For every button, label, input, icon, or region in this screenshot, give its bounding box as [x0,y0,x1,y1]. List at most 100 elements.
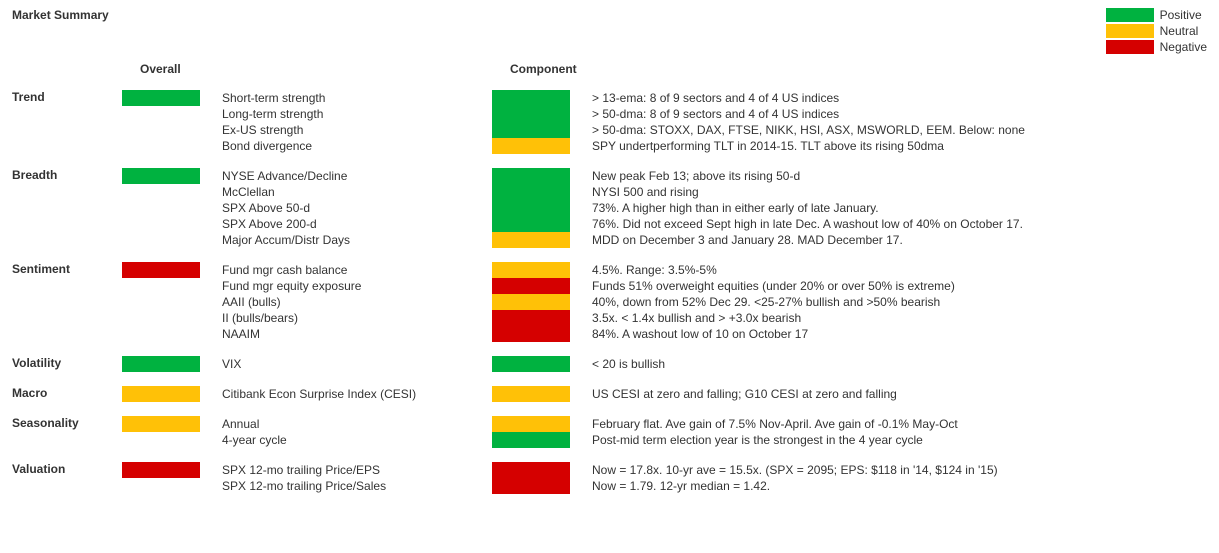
component-indicator [492,432,570,448]
metric-label: Fund mgr cash balance [222,262,492,278]
header-overall: Overall [122,62,240,76]
legend-item: Positive [1106,8,1207,22]
section: Valuation SPX 12-mo trailing Price/EPSNow… [12,462,1207,494]
header-component: Component [510,62,610,76]
metric-row: Fund mgr cash balance 4.5%. Range: 3.5%-5… [222,262,1207,278]
overall-indicator [122,462,200,478]
metric-label: Short-term strength [222,90,492,106]
metric-row: SPX 12-mo trailing Price/EPSNow = 17.8x.… [222,462,1207,478]
metric-row: Long-term strength > 50-dma: 8 of 9 secto… [222,106,1207,122]
component-indicator [492,232,570,248]
metric-note: Now = 17.8x. 10-yr ave = 15.5x. (SPX = 2… [592,462,1207,478]
metric-label: Bond divergence [222,138,492,154]
metric-row: 4-year cycle Post-mid term election year … [222,432,1207,448]
metric-row: McClellan NYSI 500 and rising [222,184,1207,200]
metric-row: SPX 12-mo trailing Price/Sales Now = 1.79… [222,478,1207,494]
metric-label: AAII (bulls) [222,294,492,310]
metric-note: > 50-dma: STOXX, DAX, FTSE, NIKK, HSI, A… [592,122,1207,138]
metric-note: SPY undertperforming TLT in 2014-15. TLT… [592,138,1207,154]
metric-row: Ex-US strength> 50-dma: STOXX, DAX, FTSE… [222,122,1207,138]
component-indicator [492,122,570,138]
component-indicator [492,262,570,278]
metric-row: Citibank Econ Surprise Index (CESI) US CE… [222,386,1207,402]
metric-label: SPX Above 50-d [222,200,492,216]
metric-row: AAII (bulls) 40%, down from 52% Dec 29. <… [222,294,1207,310]
legend-label: Positive [1160,8,1202,22]
metric-label: II (bulls/bears) [222,310,492,326]
legend-swatch [1106,40,1154,54]
metric-note: 4.5%. Range: 3.5%-5% [592,262,1207,278]
component-indicator [492,310,570,326]
component-indicator [492,478,570,494]
metric-row: NYSE Advance/DeclineNew peak Feb 13; abo… [222,168,1207,184]
metric-row: Short-term strength> 13-ema: 8 of 9 sect… [222,90,1207,106]
component-indicator [492,356,570,372]
metric-row: Major Accum/Distr DaysMDD on December 3 … [222,232,1207,248]
metric-row: NAAIM 84%. A washout low of 10 on October… [222,326,1207,342]
metric-label: McClellan [222,184,492,200]
metric-note: 3.5x. < 1.4x bullish and > +3.0x bearish [592,310,1207,326]
metric-row: Fund mgr equity exposure Funds 51% overwe… [222,278,1207,294]
metric-row: Annual February flat. Ave gain of 7.5% No… [222,416,1207,432]
section: Breadth NYSE Advance/DeclineNew peak Feb … [12,168,1207,248]
component-indicator [492,200,570,216]
metric-row: SPX Above 50-d 73%. A higher high than in… [222,200,1207,216]
legend-item: Neutral [1106,24,1207,38]
metric-note: < 20 is bullish [592,356,1207,372]
metric-note: Now = 1.79. 12-yr median = 1.42. [592,478,1207,494]
metric-note: February flat. Ave gain of 7.5% Nov-Apri… [592,416,1207,432]
metric-row: SPX Above 200-d 76%. Did not exceed Sept … [222,216,1207,232]
metric-label: Long-term strength [222,106,492,122]
metric-label: VIX [222,356,492,372]
metric-note: Funds 51% overweight equities (under 20%… [592,278,1207,294]
category-name: Seasonality [12,416,122,430]
category-name: Trend [12,90,122,104]
section: Volatility VIX < 20 is bullish [12,356,1207,372]
metric-label: NAAIM [222,326,492,342]
metric-note: MDD on December 3 and January 28. MAD De… [592,232,1207,248]
component-indicator [492,90,570,106]
component-indicator [492,168,570,184]
legend-label: Neutral [1160,24,1199,38]
overall-indicator [122,416,200,432]
metric-note: US CESI at zero and falling; G10 CESI at… [592,386,1207,402]
section: Macro Citibank Econ Surprise Index (CESI)… [12,386,1207,402]
overall-indicator [122,168,200,184]
page-title: Market Summary [12,8,109,22]
component-indicator [492,216,570,232]
component-indicator [492,278,570,294]
legend: Positive Neutral Negative [1106,8,1207,54]
metric-label: 4-year cycle [222,432,492,448]
overall-indicator [122,262,200,278]
legend-label: Negative [1160,40,1207,54]
component-indicator [492,326,570,342]
component-indicator [492,184,570,200]
metric-note: > 50-dma: 8 of 9 sectors and 4 of 4 US i… [592,106,1207,122]
category-name: Macro [12,386,122,400]
metric-label: SPX Above 200-d [222,216,492,232]
legend-swatch [1106,24,1154,38]
category-name: Breadth [12,168,122,182]
section: Seasonality Annual February flat. Ave gain… [12,416,1207,448]
metric-label: SPX 12-mo trailing Price/Sales [222,478,492,494]
metric-note: New peak Feb 13; above its rising 50-d [592,168,1207,184]
metric-note: Post-mid term election year is the stron… [592,432,1207,448]
category-name: Volatility [12,356,122,370]
overall-indicator [122,90,200,106]
metric-note: 84%. A washout low of 10 on October 17 [592,326,1207,342]
metric-note: 73%. A higher high than in either early … [592,200,1207,216]
section: SentimentFund mgr cash balance4.5%. Rang… [12,262,1207,342]
metric-label: Annual [222,416,492,432]
metric-note: 76%. Did not exceed Sept high in late De… [592,216,1207,232]
overall-indicator [122,356,200,372]
metric-label: Fund mgr equity exposure [222,278,492,294]
component-indicator [492,462,570,478]
component-indicator [492,416,570,432]
legend-item: Negative [1106,40,1207,54]
category-name: Valuation [12,462,122,476]
metric-note: NYSI 500 and rising [592,184,1207,200]
legend-swatch [1106,8,1154,22]
metric-label: Citibank Econ Surprise Index (CESI) [222,386,492,402]
metric-note: 40%, down from 52% Dec 29. <25-27% bulli… [592,294,1207,310]
component-indicator [492,294,570,310]
